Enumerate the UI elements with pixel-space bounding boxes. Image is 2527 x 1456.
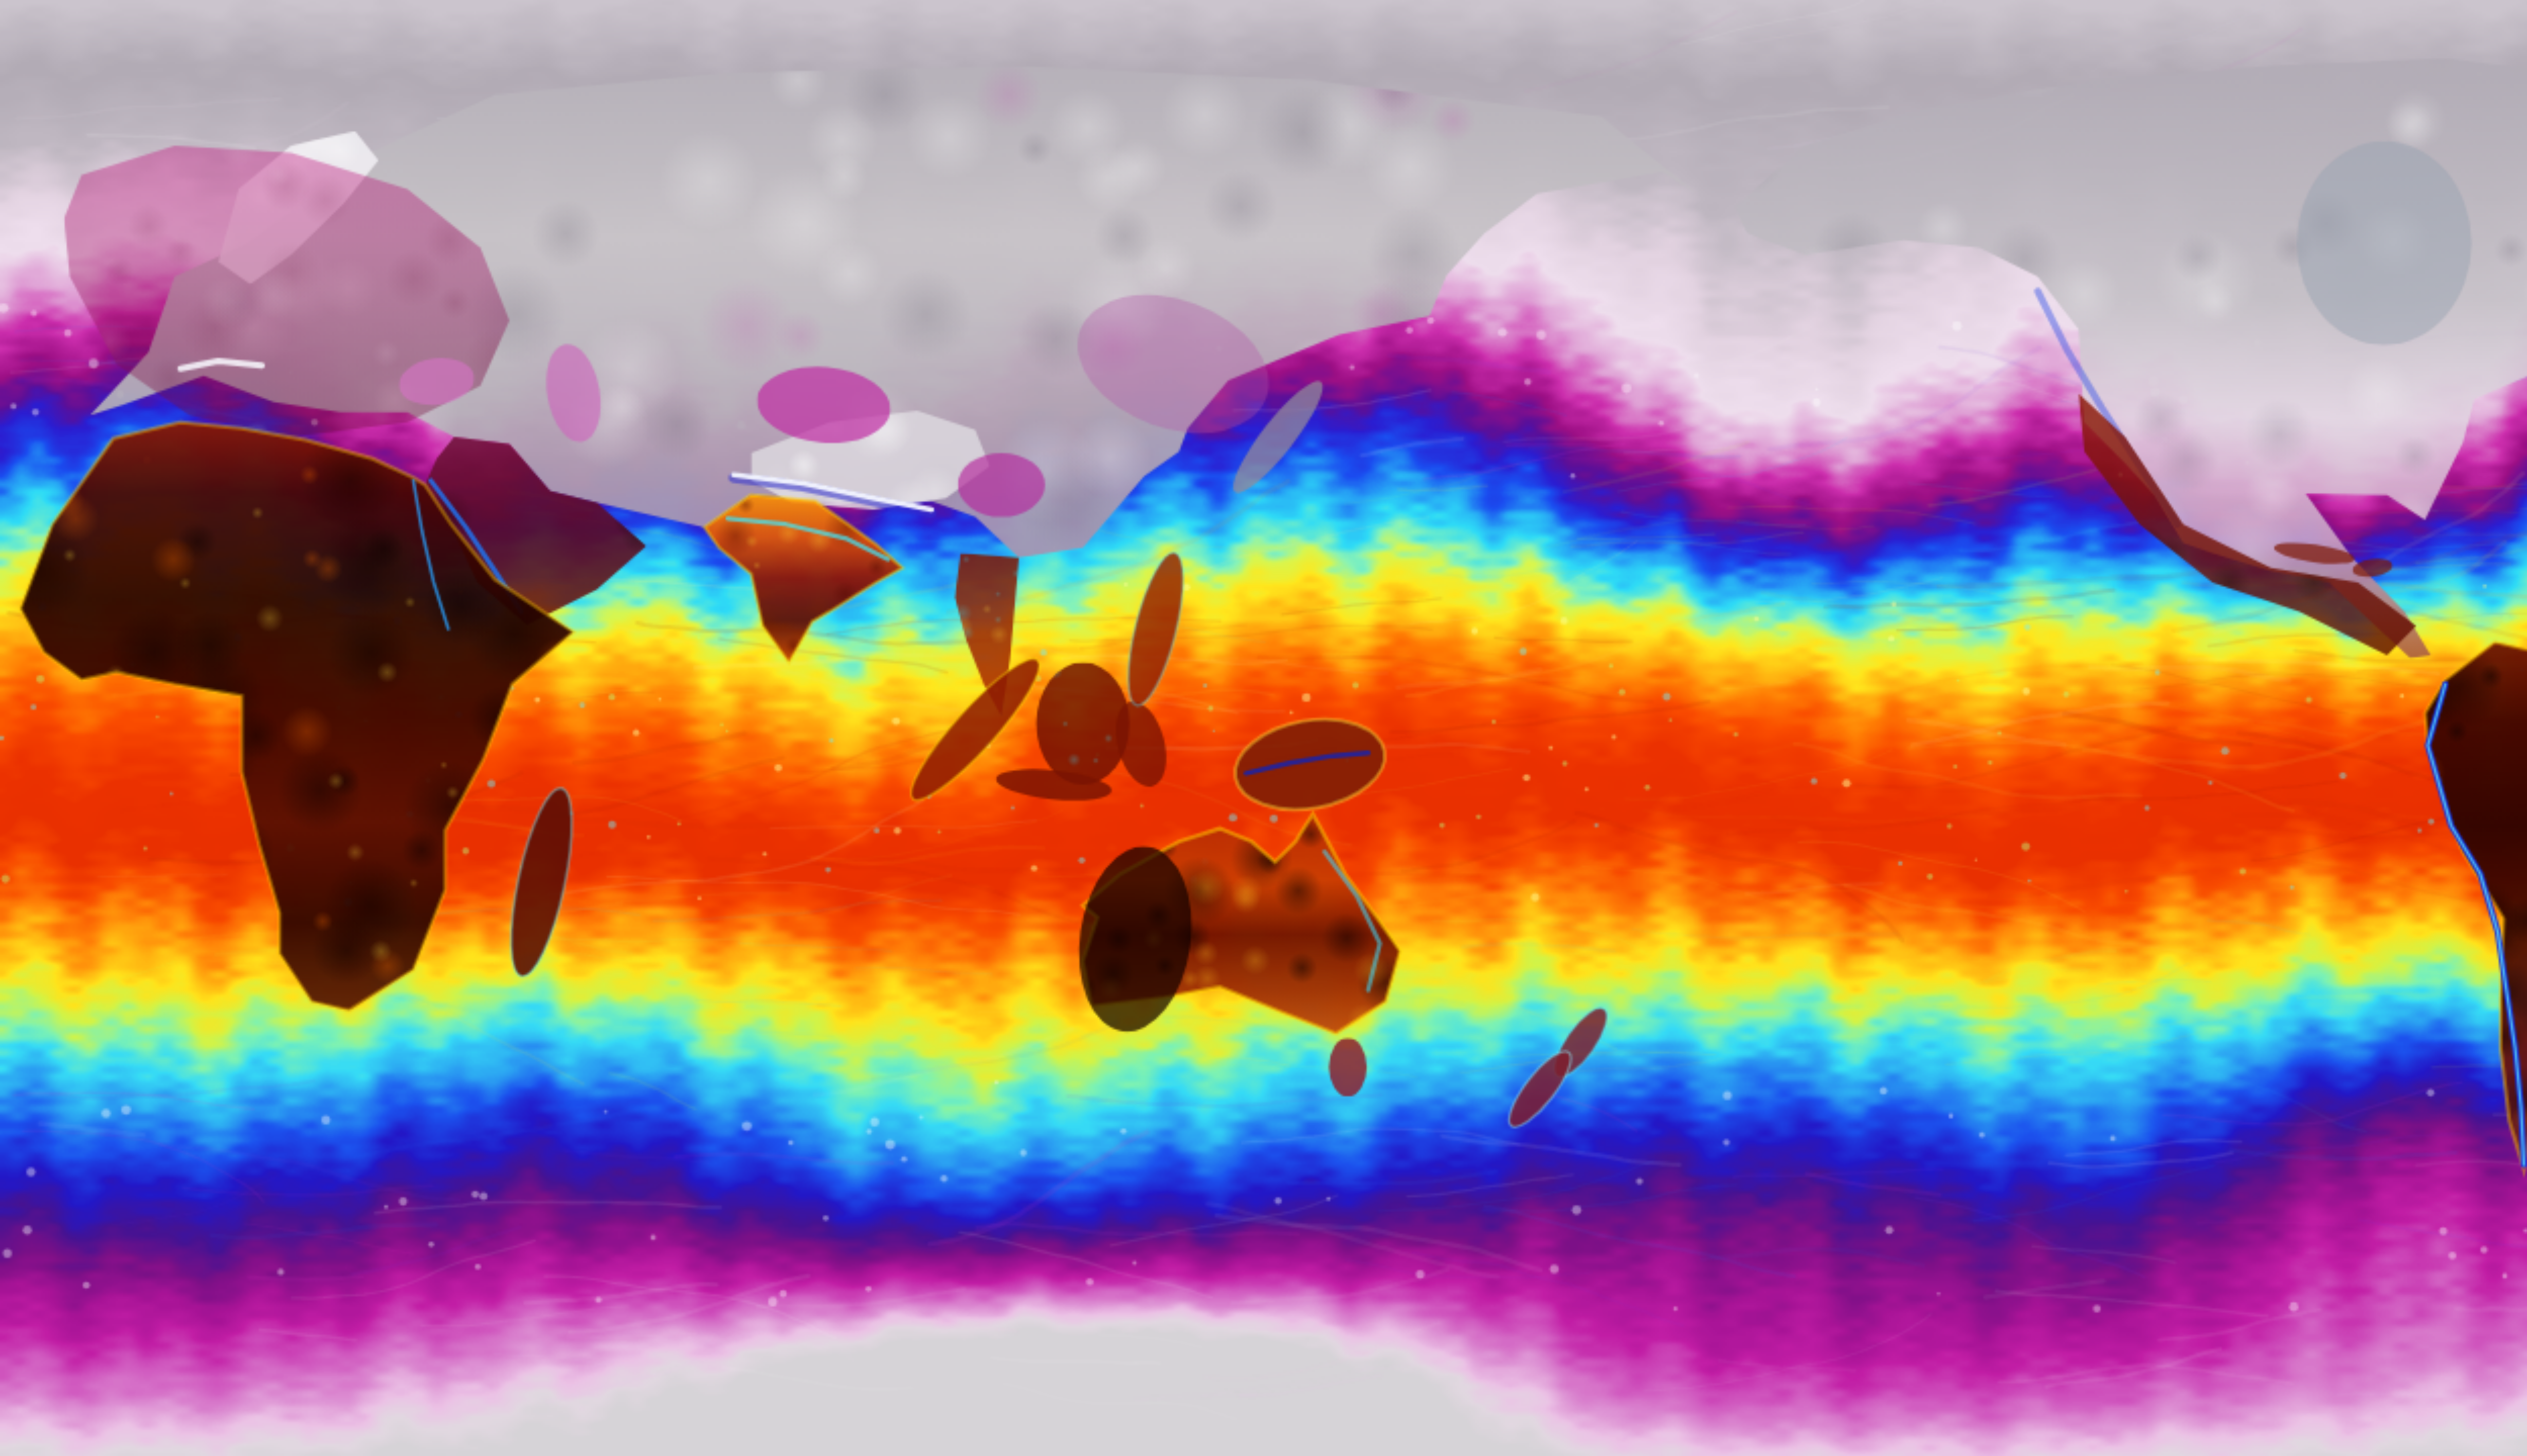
- global-climate-heatmap: [0, 0, 2527, 1456]
- heatmap-canvas: [0, 0, 2527, 1456]
